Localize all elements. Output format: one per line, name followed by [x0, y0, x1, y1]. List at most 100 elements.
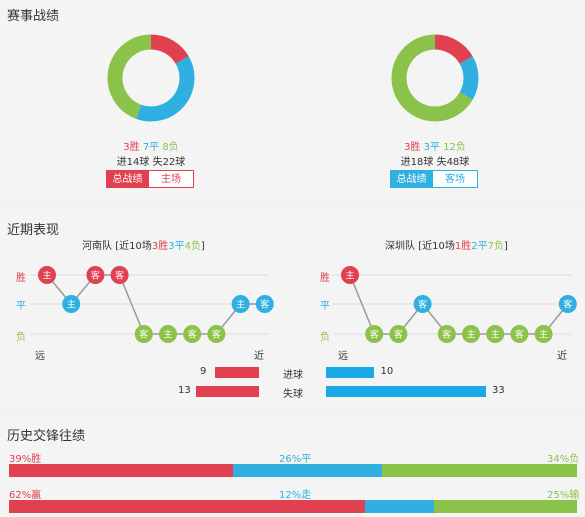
form-point: 主	[159, 325, 177, 343]
form-point: 客	[437, 325, 456, 343]
recent-section: 近期表现 河南队 [近10场3胜3平4负] 深圳队 [近10场1胜2平7负] 胜…	[0, 210, 585, 410]
form-point: 主	[462, 325, 480, 343]
right-far-label: 远	[338, 351, 348, 362]
right-draw-axis-label: 平	[320, 301, 330, 312]
left-summary-post: ]	[200, 241, 205, 252]
right-form-chart: 主客 客客客主主客主客	[333, 266, 577, 343]
form-venue-label: 客	[188, 329, 197, 341]
form-point: 客	[255, 295, 274, 313]
form-venue-label: 主	[491, 329, 500, 341]
form-venue-label: 主	[539, 329, 548, 341]
left-team-summary: 河南队 [近10场3胜3平4负]	[82, 237, 205, 252]
form-point: 客	[413, 295, 432, 313]
record-section: 赛事战绩 3胜 7平 8负 进14球 失22球 总战绩 主场 3胜 3平 12负…	[0, 0, 585, 203]
form-venue-label: 客	[370, 329, 379, 341]
right-near-label: 近	[557, 351, 567, 362]
draw-slice	[136, 56, 195, 122]
record-title: 赛事战绩	[7, 9, 60, 24]
left-win-count: 3胜	[123, 142, 140, 153]
draw-segment	[232, 464, 382, 477]
right-win-axis-label: 胜	[320, 273, 330, 284]
right-team-name: 深圳队	[385, 241, 415, 252]
left-summary-loss: 4负	[184, 241, 201, 252]
left-near-label: 近	[254, 351, 264, 362]
form-point: 主	[534, 325, 553, 343]
right-draw-count: 3平	[423, 142, 440, 153]
form-point: 客	[110, 266, 129, 284]
left-scored-bar	[215, 367, 259, 378]
history-result-bar	[9, 464, 577, 477]
win-segment	[9, 464, 233, 477]
right-summary-loss: 7负	[487, 241, 504, 252]
left-home-button[interactable]: 主场	[149, 170, 194, 188]
left-draw-axis-label: 平	[16, 301, 26, 312]
right-total-button[interactable]: 总战绩	[390, 170, 433, 188]
against-label: 失球	[283, 389, 303, 400]
form-venue-label: 客	[91, 270, 100, 282]
form-line	[46, 274, 265, 335]
left-win-axis-label: 胜	[16, 273, 26, 284]
form-venue-label: 客	[115, 270, 124, 282]
right-goals: 进18球 失48球	[400, 157, 470, 168]
form-point: 客	[558, 295, 577, 313]
form-point: 主	[486, 325, 505, 343]
right-away-button[interactable]: 客场	[433, 170, 478, 188]
left-draw-count: 7平	[142, 142, 160, 153]
right-summary-draw: 2平	[471, 241, 488, 252]
form-venue-label: 主	[466, 329, 475, 341]
left-conceded-value: 13	[178, 385, 191, 396]
left-form-chart: 主主客 客客主客客主客	[30, 266, 274, 343]
handicap-push-pct: 12%走	[279, 490, 312, 501]
left-summary-draw: 3平	[168, 241, 185, 252]
form-point: 主	[231, 295, 250, 313]
form-point: 客	[134, 325, 153, 343]
form-point: 客	[510, 325, 529, 343]
form-point: 主	[341, 266, 359, 284]
right-conceded-value: 33	[492, 385, 505, 396]
form-point: 客	[86, 266, 105, 284]
form-venue-label: 客	[212, 329, 221, 341]
form-point: 客	[183, 325, 202, 343]
history-loss-pct: 34%负	[547, 454, 580, 465]
win-slice	[434, 34, 473, 65]
right-team-summary: 深圳队 [近10场1胜2平7负]	[385, 237, 508, 252]
left-loss-count: 8负	[162, 142, 179, 153]
loss-segment	[433, 500, 577, 513]
left-total-button[interactable]: 总战绩	[106, 170, 149, 188]
loss-segment	[381, 464, 577, 477]
left-loss-axis-label: 负	[16, 332, 26, 343]
draw-slice	[459, 56, 479, 100]
handicap-result-bar	[9, 500, 577, 513]
right-loss-axis-label: 负	[320, 332, 330, 343]
history-section: 历史交锋往绩 39%胜 26%平 34%负 62%赢 12%走 25%输	[0, 416, 585, 517]
win-slice	[150, 34, 189, 65]
right-donut	[391, 34, 479, 122]
form-venue-label: 客	[418, 299, 427, 311]
left-summary-pre: [近10场	[115, 241, 152, 252]
form-venue-label: 客	[139, 329, 148, 341]
left-record-counts: 3胜 7平 8负	[91, 138, 211, 153]
form-point: 客	[207, 325, 226, 343]
form-venue-label: 主	[345, 270, 354, 282]
loss-slice	[107, 34, 152, 119]
form-venue-label: 主	[67, 299, 76, 311]
form-venue-label: 主	[42, 270, 51, 282]
right-summary-post: ]	[503, 241, 508, 252]
form-venue-label: 客	[394, 329, 403, 341]
left-goals: 进14球 失22球	[116, 157, 186, 168]
form-line	[349, 274, 569, 335]
win-segment	[9, 500, 365, 513]
form-venue-label: 客	[442, 329, 451, 341]
right-toggle: 总战绩 客场	[390, 170, 478, 190]
left-far-label: 远	[35, 351, 45, 362]
form-point: 客	[389, 325, 408, 343]
right-record-counts: 3胜 3平 12负	[375, 138, 495, 153]
right-scored-bar	[326, 367, 375, 378]
form-venue-label: 客	[260, 299, 269, 311]
history-draw-pct: 26%平	[279, 454, 312, 465]
goals-label: 进球	[283, 370, 303, 381]
form-venue-label: 客	[563, 299, 572, 311]
form-point: 主	[62, 295, 81, 313]
right-win-count: 3胜	[404, 142, 421, 153]
history-win-pct: 39%胜	[9, 454, 42, 465]
